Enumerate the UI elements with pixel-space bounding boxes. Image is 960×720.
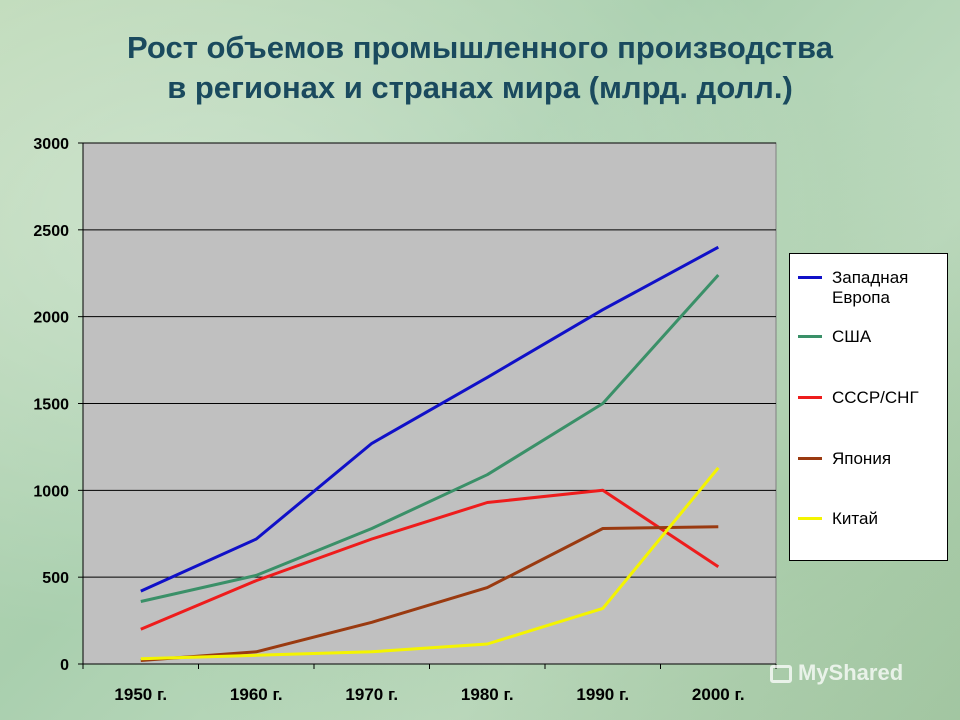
- x-tick-label: 1950 г.: [114, 685, 167, 704]
- y-tick-label: 2500: [33, 223, 69, 240]
- y-axis-ticks: 0 500 1000 1500 2000 2500 3000: [33, 136, 83, 674]
- chart-title-line-1: Рост объемов промышленного производства: [127, 30, 833, 65]
- legend: Западная Европа США СССР/СНГ Япония Кита…: [789, 253, 948, 561]
- y-tick-label: 1500: [33, 397, 69, 414]
- legend-label: Китай: [832, 509, 878, 528]
- series-line-1: [140, 273, 720, 603]
- legend-swatch: [798, 335, 822, 338]
- x-tick-label: 1960 г.: [230, 685, 283, 704]
- legend-swatch: [798, 276, 822, 279]
- x-tick-label: 2000 г.: [692, 685, 745, 704]
- legend-label: США: [832, 327, 872, 346]
- x-axis-ticks: 1950 г. 1960 г. 1970 г. 1980 г. 1990 г. 2000 …: [82, 664, 777, 704]
- watermark: MyShared: [770, 660, 903, 686]
- gridlines: [83, 142, 776, 578]
- watermark-text: MyShared: [798, 660, 904, 685]
- series-line-4: [140, 466, 720, 661]
- legend-label: Западная Европа: [832, 268, 909, 307]
- y-tick-label: 500: [42, 570, 69, 587]
- presentation-icon: [770, 665, 792, 683]
- chart-title-line-2: в регионах и странах мира (млрд. долл.): [167, 70, 793, 105]
- series-line-3: [140, 525, 719, 662]
- legend-swatch: [798, 517, 822, 520]
- legend-swatch: [798, 457, 822, 460]
- y-tick-label: 2000: [33, 310, 69, 327]
- series-line-0: [140, 245, 720, 593]
- y-tick-label: 1000: [33, 483, 69, 500]
- chart-title: Рост объемов промышленного производства …: [40, 28, 920, 108]
- x-tick-label: 1970 г.: [345, 685, 398, 704]
- x-tick-label: 1980 г.: [461, 685, 514, 704]
- legend-label: Япония: [832, 449, 892, 468]
- x-tick-label: 1990 г.: [576, 685, 629, 704]
- series-line-2: [140, 488, 720, 631]
- legend-label: СССР/СНГ: [832, 388, 919, 407]
- series-lines: [140, 245, 720, 662]
- legend-swatch: [798, 396, 822, 399]
- y-tick-label: 0: [60, 657, 69, 674]
- y-tick-label: 3000: [33, 136, 69, 153]
